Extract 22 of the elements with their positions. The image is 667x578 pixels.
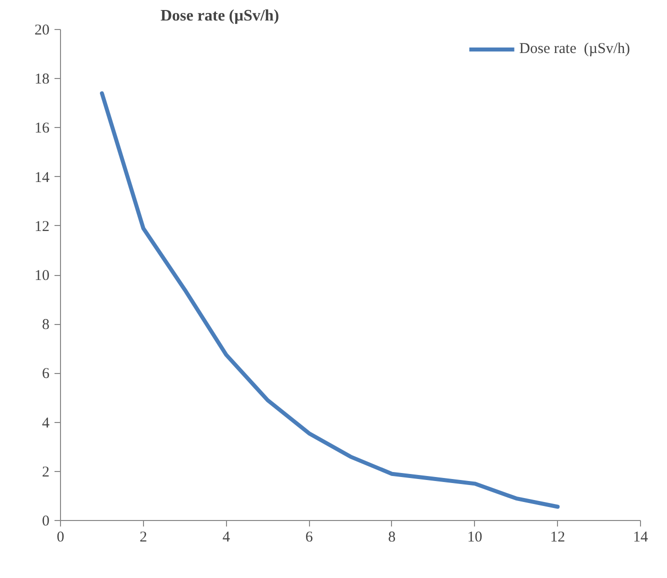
x-tick-label: 4: [222, 530, 230, 546]
y-tick-label: 4: [42, 415, 50, 432]
y-tick-label: 16: [34, 120, 50, 137]
y-tick-label: 20: [34, 22, 50, 38]
y-tick-label: 8: [42, 317, 50, 334]
x-tick-label: 14: [633, 530, 648, 546]
x-tick-label: 10: [467, 530, 482, 546]
y-tick-label: 10: [34, 268, 50, 284]
x-tick-label: 0: [56, 530, 64, 546]
y-tick-label: 0: [42, 514, 50, 530]
x-tick-label: 6: [305, 530, 314, 546]
y-tick-label: 2: [42, 464, 50, 480]
y-tick-label: 18: [34, 72, 50, 88]
x-tick-label: 12: [550, 530, 566, 546]
y-tick-label: 6: [42, 366, 50, 382]
y-tick-label: 14: [34, 170, 50, 186]
legend-label: Dose rate (µSv/h): [519, 40, 630, 58]
x-tick-label: 8: [388, 530, 396, 546]
y-tick-label: 12: [34, 218, 50, 235]
x-tick-label: 2: [140, 530, 148, 546]
chart-title: Dose rate (µSv/h): [160, 8, 280, 24]
line-series: [100, 91, 560, 509]
